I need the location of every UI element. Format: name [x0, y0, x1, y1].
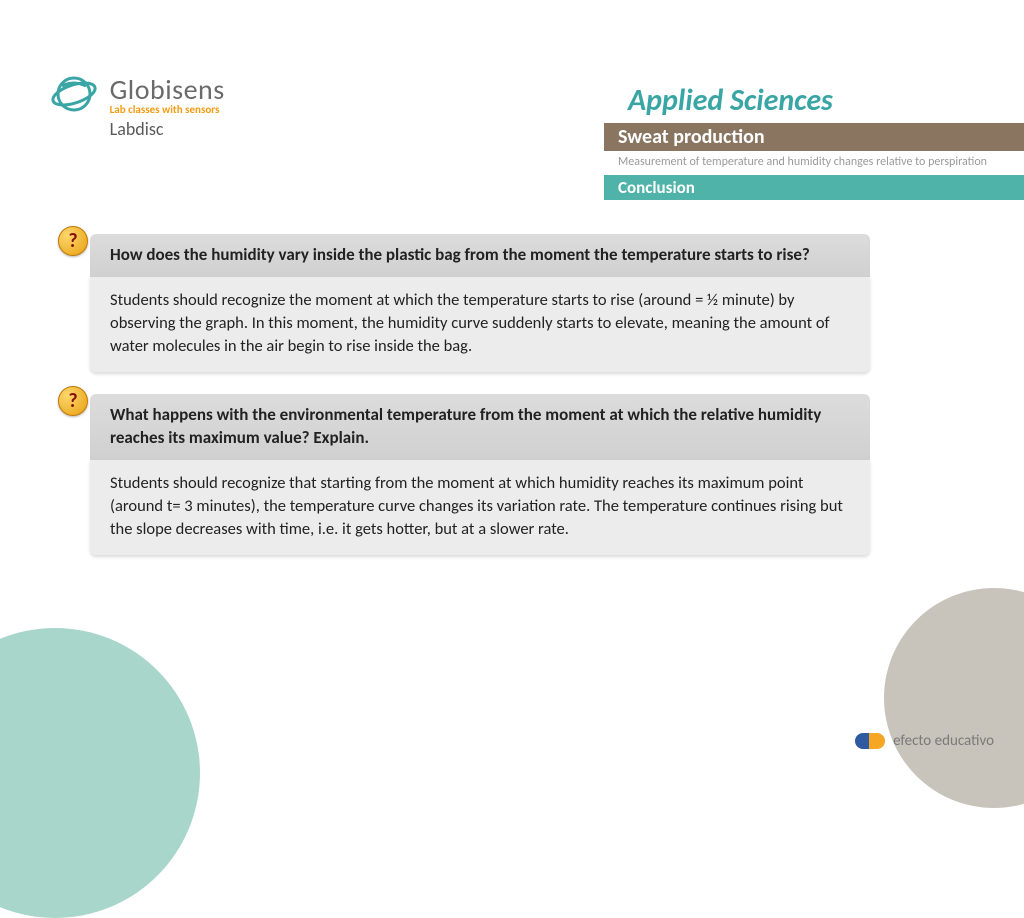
logo-name: Globisens	[110, 72, 225, 107]
footer-brand: efecto educativo	[855, 732, 994, 750]
section-bar: Conclusion	[604, 175, 1024, 200]
question-icon: ?	[58, 386, 88, 416]
question-text: What happens with the environmental temp…	[90, 394, 870, 460]
answer-text: Students should recognize that starting …	[90, 460, 870, 555]
answer-text: Students should recognize the moment at …	[90, 277, 870, 372]
question-icon: ?	[58, 226, 88, 256]
qa-item: ? What happens with the environmental te…	[90, 394, 870, 555]
applied-sciences-title: Applied Sciences	[604, 82, 1024, 119]
decor-circle-bottom-left	[0, 628, 200, 918]
decor-circle-bottom-right	[884, 588, 1024, 808]
logo-sub: Labdisc	[110, 118, 225, 140]
topic-description: Measurement of temperature and humidity …	[604, 151, 1024, 175]
header-right: Applied Sciences Sweat production Measur…	[604, 82, 1024, 200]
topic-bar: Sweat production	[604, 123, 1024, 151]
logo-tagline: Lab classes with sensors	[110, 103, 225, 116]
globe-icon	[48, 72, 100, 116]
brand-icon	[855, 733, 885, 749]
logo-block: Globisens Lab classes with sensors Labdi…	[48, 72, 225, 140]
question-text: How does the humidity vary inside the pl…	[90, 234, 870, 277]
qa-content: ? How does the humidity vary inside the …	[90, 234, 870, 577]
footer-brand-text: efecto educativo	[893, 732, 994, 750]
qa-item: ? How does the humidity vary inside the …	[90, 234, 870, 372]
